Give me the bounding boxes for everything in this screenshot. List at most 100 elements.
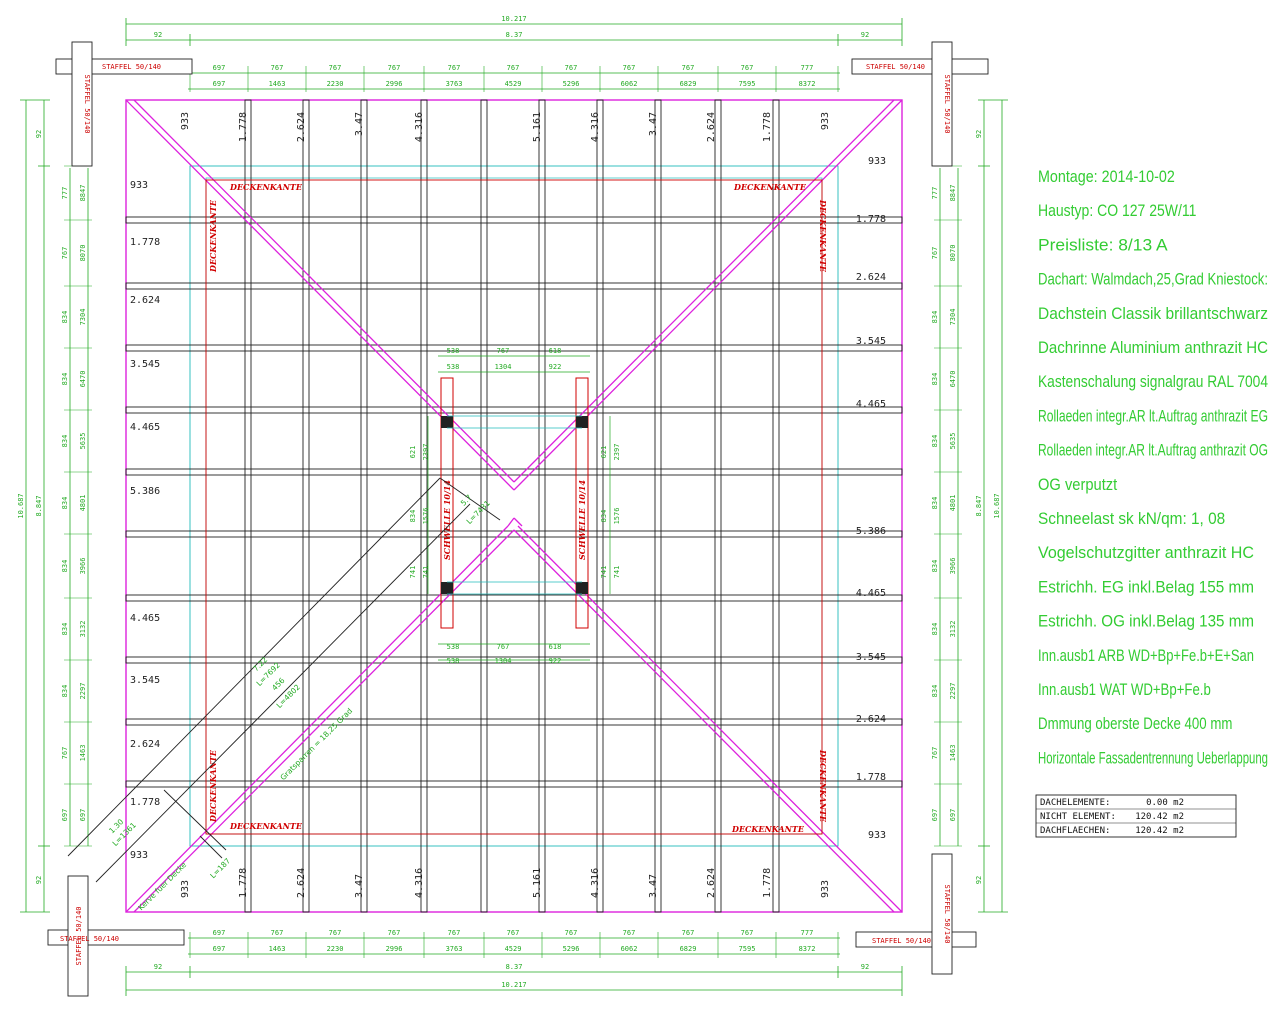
top-cumulative-label: 5296: [563, 80, 580, 88]
diag-val-3: 456: [270, 676, 287, 693]
bottom-spacing-label: 767: [565, 929, 578, 937]
left-cumulative-label: 4801: [79, 495, 87, 512]
rafter-length-left: 3.545: [130, 359, 160, 370]
horizontal-rafter: [125, 594, 903, 602]
rafter-length-bottom: 1.778: [238, 868, 249, 898]
overhang-left-bottom: 92: [35, 876, 43, 884]
inner-dim-v-right-3: 834: [600, 510, 608, 523]
overall-width-top: 10.217: [501, 15, 526, 23]
vertical-rafter: [302, 99, 310, 913]
staffel-label-tr-h: STAFFEL 50/140: [866, 63, 925, 71]
staffel-label-br-v: STAFFEL 50/140: [943, 884, 951, 943]
rafter-length-top: 1.778: [238, 112, 249, 142]
rafter-length-top: 2.624: [296, 112, 307, 142]
horizontal-rafter: [125, 780, 903, 788]
inner-dim-top-1a: 538: [447, 347, 460, 355]
area-value-3: 120.42 m2: [1135, 826, 1184, 836]
top-spacing-label: 767: [507, 64, 520, 72]
right-cumulative-label: 7304: [949, 309, 957, 326]
rafter-length-top: 4.316: [590, 112, 601, 142]
rafter-length-bottom: 933: [820, 880, 831, 898]
bottom-cumulative-label: 3763: [446, 945, 463, 953]
rafter-length-right: 1.778: [856, 214, 886, 225]
top-cumulative-label: 697: [213, 80, 226, 88]
left-cumulative-label: 5635: [79, 433, 87, 450]
left-spacing-label: 834: [61, 311, 69, 324]
info-line: Dachart: Walmdach,25,Grad Kniestock:: [1038, 270, 1268, 289]
deckenkante-lines: [205, 179, 823, 835]
staffel-label-br-h: STAFFEL 50/140: [872, 937, 931, 945]
rafter-length-right: 1.778: [856, 772, 886, 783]
area-table: DACHELEMENTE: 0.00 m2 NICHT ELEMENT: 120…: [1035, 794, 1237, 838]
info-line: Vogelschutzgitter anthrazit HC: [1038, 543, 1254, 562]
inner-width-top: 8.37: [506, 31, 523, 39]
inner-dim-v-left-6: 741: [422, 566, 430, 579]
top-spacing-label: 767: [448, 64, 461, 72]
schwelle-posts: [441, 416, 588, 594]
rafter-labels-left: 933 1.778 2.624 3.545 4.465 5.386 4.465 3.545 2.…: [130, 180, 160, 861]
left-cumulative-label: 3966: [79, 558, 87, 575]
left-spacing-label: 834: [61, 685, 69, 698]
inner-height-right: 8.847: [975, 495, 983, 516]
horizontal-rafter: [125, 530, 903, 538]
rafter-length-bottom: 2.624: [706, 868, 717, 898]
roof-outline: [125, 99, 903, 913]
inner-dim-top-2a: 767: [497, 347, 510, 355]
info-line: Dmmung oberste Decke 400 mm: [1038, 714, 1232, 733]
inner-dim-v-left-2: 2397: [422, 444, 430, 461]
bottom-spacing-label: 767: [329, 929, 342, 937]
inner-dim-v-right-1: 621: [600, 446, 608, 459]
bottom-cumulative-label: 2996: [386, 945, 403, 953]
rafter-length-bottom: 3.47: [648, 874, 659, 898]
vertical-rafter: [714, 99, 722, 913]
bottom-spacing-label: 767: [271, 929, 284, 937]
rafter-length-bottom: 2.624: [296, 868, 307, 898]
staffel-label-bl-v: STAFFEL 50/140: [75, 906, 83, 965]
horizontal-rafter: [125, 656, 903, 664]
right-spacing-label: 834: [931, 497, 939, 510]
rafter-length-top: 4.316: [414, 112, 425, 142]
info-line: Preisliste: 8/13 A: [1038, 235, 1168, 254]
diag-val-1: 5.7: [459, 493, 474, 508]
horizontal-rafter: [125, 468, 903, 476]
left-rafter-dimensions: 777 8847 767 8070 834 7304 834 6470 834 5635 834 48…: [61, 165, 92, 847]
info-line: Dachstein Classik brillantschwarz: [1038, 304, 1268, 323]
inner-dim-v-left-5: 741: [409, 566, 417, 579]
info-line: Haustyp: CO 127 25W/11: [1038, 201, 1196, 220]
bottom-cumulative-label: 697: [213, 945, 226, 953]
bottom-cumulative-label: 4529: [505, 945, 522, 953]
left-cumulative-label: 1463: [79, 745, 87, 762]
top-cumulative-label: 8372: [799, 80, 816, 88]
staffel-label-bl-h: STAFFEL 50/140: [60, 935, 119, 943]
area-value-1: 0.00 m2: [1146, 798, 1184, 808]
bottom-spacing-label: 777: [801, 929, 814, 937]
inner-dim-v-left-4: 1576: [422, 508, 430, 525]
rafter-length-left: 5.386: [130, 486, 160, 497]
staffel-label-tl-v: STAFFEL 50/140: [83, 74, 91, 133]
horizontal-rafter: [125, 344, 903, 352]
info-line: Rollaeden integr.AR lt.Auftrag anthrazit…: [1038, 406, 1268, 425]
right-cumulative-label: 8847: [949, 185, 957, 202]
left-cumulative-label: 3132: [79, 621, 87, 638]
top-cumulative-label: 2230: [327, 80, 344, 88]
vertical-rafter: [596, 99, 604, 913]
left-cumulative-label: 8070: [79, 245, 87, 262]
left-cumulative-label: 6470: [79, 371, 87, 388]
bottom-cumulative-label: 5296: [563, 945, 580, 953]
rafter-length-bottom: 933: [180, 880, 191, 898]
top-cumulative-label: 2996: [386, 80, 403, 88]
inner-dim-bot-3a: 618: [549, 643, 562, 651]
vertical-rafter: [654, 99, 662, 913]
inner-dim-top-3a: 618: [549, 347, 562, 355]
right-cumulative-label: 2297: [949, 683, 957, 700]
deckenkante-br-h: DECKENKANTE: [731, 824, 805, 834]
overhang-left-top: 92: [35, 130, 43, 138]
bottom-cumulative-label: 6829: [680, 945, 697, 953]
info-line: Dachrinne Aluminium anthrazit HC: [1038, 338, 1268, 357]
area-label-2: NICHT ELEMENT:: [1040, 812, 1116, 822]
schwelle-beams: [440, 377, 589, 629]
hip-rafters: [125, 99, 903, 913]
deckenkante-br-v: DECKENKANTE: [818, 749, 828, 823]
inner-dim-bot-1b: 538: [447, 657, 460, 665]
